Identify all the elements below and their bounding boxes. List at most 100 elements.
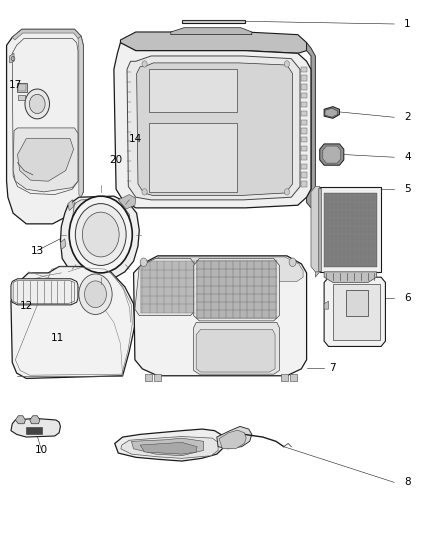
Polygon shape xyxy=(12,29,81,40)
Polygon shape xyxy=(301,164,307,169)
Circle shape xyxy=(140,258,147,266)
Polygon shape xyxy=(324,301,328,309)
Polygon shape xyxy=(137,63,293,196)
Polygon shape xyxy=(15,416,25,424)
Polygon shape xyxy=(115,429,223,461)
Polygon shape xyxy=(307,43,315,208)
Text: 7: 7 xyxy=(329,363,336,373)
Polygon shape xyxy=(127,56,300,200)
Polygon shape xyxy=(78,36,83,197)
Polygon shape xyxy=(301,146,307,151)
Polygon shape xyxy=(324,193,377,266)
Polygon shape xyxy=(60,239,66,249)
Polygon shape xyxy=(323,146,341,163)
Polygon shape xyxy=(11,266,135,378)
Circle shape xyxy=(82,212,119,257)
Polygon shape xyxy=(13,128,78,192)
Polygon shape xyxy=(11,418,60,437)
Polygon shape xyxy=(219,430,246,449)
Polygon shape xyxy=(290,374,297,381)
Polygon shape xyxy=(281,374,288,381)
Polygon shape xyxy=(140,261,195,313)
Text: 6: 6 xyxy=(404,294,411,303)
Polygon shape xyxy=(30,416,40,424)
Polygon shape xyxy=(131,438,204,456)
Polygon shape xyxy=(333,284,380,340)
Text: 17: 17 xyxy=(9,80,22,90)
Text: 20: 20 xyxy=(110,155,123,165)
Polygon shape xyxy=(217,426,252,449)
Circle shape xyxy=(284,189,290,195)
Circle shape xyxy=(75,204,126,265)
Polygon shape xyxy=(18,95,25,100)
Polygon shape xyxy=(120,32,307,53)
Text: 8: 8 xyxy=(404,478,411,487)
Polygon shape xyxy=(149,123,237,192)
Circle shape xyxy=(25,89,49,119)
Polygon shape xyxy=(60,196,139,281)
Polygon shape xyxy=(301,84,307,90)
Polygon shape xyxy=(182,20,245,23)
Text: 14: 14 xyxy=(129,134,142,143)
Polygon shape xyxy=(324,277,385,346)
Circle shape xyxy=(289,258,296,266)
Polygon shape xyxy=(149,69,237,112)
Polygon shape xyxy=(135,259,196,316)
Polygon shape xyxy=(114,43,311,208)
Text: 4: 4 xyxy=(404,152,411,162)
Polygon shape xyxy=(301,119,307,125)
Polygon shape xyxy=(26,427,42,434)
Polygon shape xyxy=(196,329,275,372)
Polygon shape xyxy=(301,67,307,72)
Polygon shape xyxy=(11,279,78,305)
Polygon shape xyxy=(301,76,307,81)
Text: 10: 10 xyxy=(35,446,48,455)
Polygon shape xyxy=(7,29,83,224)
Text: 13: 13 xyxy=(31,246,44,255)
Circle shape xyxy=(85,281,106,308)
Text: 5: 5 xyxy=(404,184,411,194)
Text: 11: 11 xyxy=(50,334,64,343)
Polygon shape xyxy=(121,437,218,458)
Polygon shape xyxy=(18,84,26,91)
Text: 12: 12 xyxy=(20,302,33,311)
Polygon shape xyxy=(18,139,74,181)
Polygon shape xyxy=(196,260,277,319)
Circle shape xyxy=(69,196,132,273)
Polygon shape xyxy=(346,290,368,316)
Polygon shape xyxy=(301,111,307,116)
Polygon shape xyxy=(142,257,303,281)
Polygon shape xyxy=(134,256,307,376)
Polygon shape xyxy=(194,259,279,321)
Circle shape xyxy=(29,94,45,114)
Circle shape xyxy=(284,61,290,67)
Polygon shape xyxy=(318,188,321,271)
Polygon shape xyxy=(68,200,74,211)
Circle shape xyxy=(142,61,147,67)
Polygon shape xyxy=(324,107,339,118)
Circle shape xyxy=(79,274,112,314)
Polygon shape xyxy=(324,272,377,282)
Polygon shape xyxy=(17,83,27,92)
Polygon shape xyxy=(118,195,136,209)
Polygon shape xyxy=(154,374,161,381)
Polygon shape xyxy=(301,155,307,160)
Circle shape xyxy=(142,189,147,195)
Polygon shape xyxy=(320,144,344,165)
Polygon shape xyxy=(311,187,320,272)
Polygon shape xyxy=(301,181,307,187)
Polygon shape xyxy=(301,137,307,142)
Text: 2: 2 xyxy=(404,112,411,122)
Polygon shape xyxy=(10,53,14,63)
Polygon shape xyxy=(145,374,152,381)
Polygon shape xyxy=(301,102,307,107)
Polygon shape xyxy=(301,93,307,99)
Polygon shape xyxy=(301,172,307,177)
Polygon shape xyxy=(194,322,279,374)
Polygon shape xyxy=(71,199,131,266)
Polygon shape xyxy=(320,187,381,272)
Polygon shape xyxy=(315,187,320,277)
Polygon shape xyxy=(140,442,197,454)
Polygon shape xyxy=(171,28,252,35)
Text: 1: 1 xyxy=(404,19,411,29)
